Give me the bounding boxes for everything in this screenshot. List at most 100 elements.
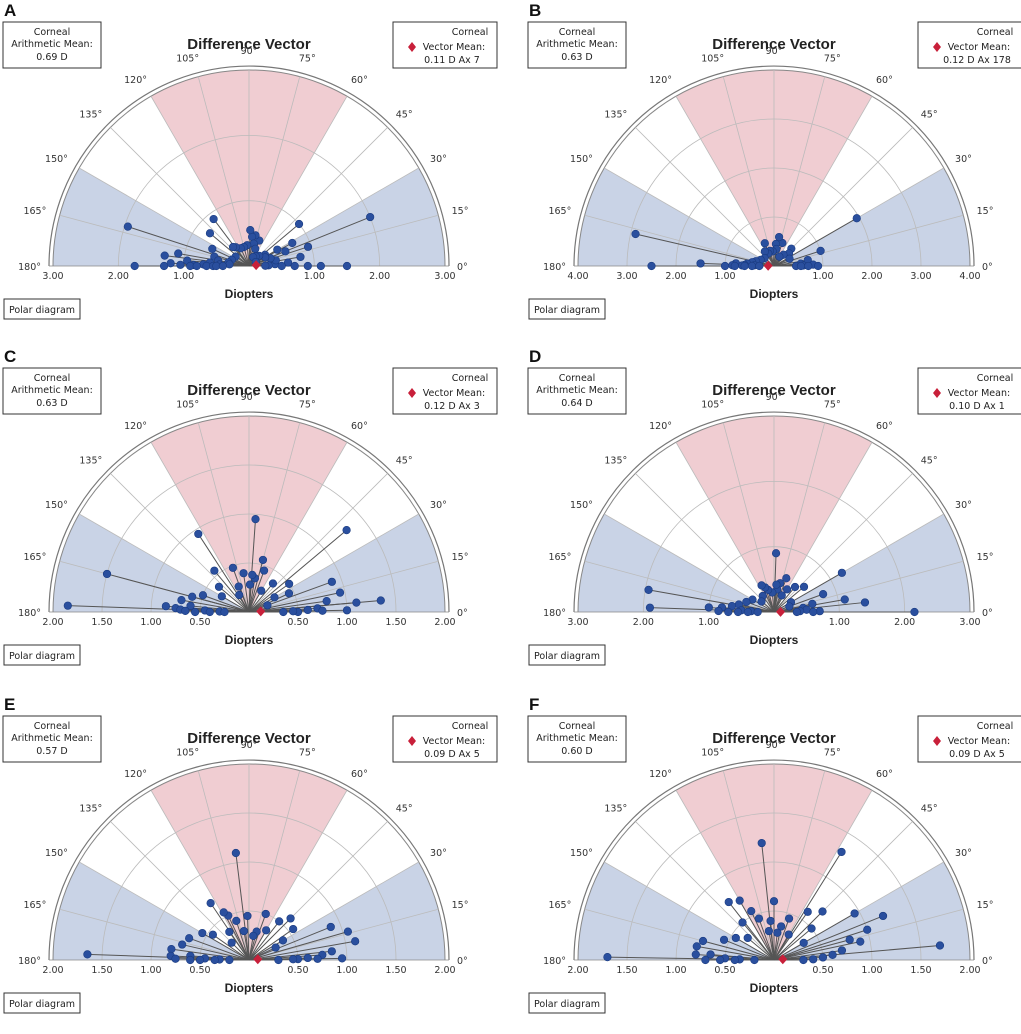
- vector-mean-subtitle: Vector Mean:: [948, 736, 1010, 747]
- data-point: [761, 239, 769, 247]
- angle-label: 135°: [79, 803, 102, 814]
- angle-label: 0°: [982, 262, 993, 273]
- x-tick-label: 4.00: [959, 271, 980, 282]
- polar-diagram-button[interactable]: Polar diagram: [4, 993, 80, 1013]
- data-point: [219, 262, 227, 270]
- data-point: [338, 955, 346, 963]
- angle-label: 165°: [548, 552, 571, 563]
- angle-label: 30°: [955, 848, 972, 859]
- polar-diagram-button[interactable]: Polar diagram: [529, 645, 605, 665]
- polar-chart-f: F0°15°30°45°60°75°90°105°120°135°150°165…: [525, 694, 1021, 1034]
- polar-diagram-button[interactable]: Polar diagram: [529, 993, 605, 1013]
- angle-label: 15°: [977, 552, 994, 563]
- vector-mean-subtitle: Vector Mean:: [423, 388, 485, 399]
- angle-label: 30°: [955, 500, 972, 511]
- data-point: [235, 591, 243, 599]
- angle-label: 165°: [23, 900, 46, 911]
- data-point: [319, 607, 327, 615]
- x-tick-label: 1.00: [173, 271, 194, 282]
- panel-label: E: [4, 695, 15, 714]
- data-point: [235, 583, 243, 591]
- panel-label: D: [529, 347, 541, 366]
- data-point: [278, 262, 286, 270]
- data-point: [856, 938, 864, 946]
- vector-mean-value: 0.12 D Ax 3: [424, 401, 480, 412]
- vector-mean-value: 0.10 D Ax 1: [949, 401, 1005, 412]
- data-point: [160, 262, 168, 270]
- data-point: [721, 262, 729, 270]
- data-point: [782, 574, 790, 582]
- data-point: [814, 262, 822, 270]
- arithmetic-mean-subtitle: Arithmetic Mean:: [11, 39, 93, 50]
- data-point: [304, 243, 312, 251]
- chart-title: Difference Vector: [712, 382, 836, 399]
- angle-label: 75°: [824, 53, 841, 64]
- data-point: [648, 262, 656, 270]
- data-point: [84, 951, 92, 959]
- data-point: [819, 954, 827, 962]
- data-point: [264, 601, 272, 609]
- chart-title: Difference Vector: [187, 382, 311, 399]
- x-tick-label: 1.00: [698, 617, 719, 628]
- data-point: [911, 608, 919, 616]
- data-point: [289, 955, 297, 963]
- data-point: [304, 262, 312, 270]
- x-tick-label: 3.00: [567, 617, 588, 628]
- angle-label: 60°: [876, 421, 893, 432]
- data-point: [697, 260, 705, 268]
- angle-label: 150°: [570, 154, 593, 165]
- arithmetic-mean-value: 0.60 D: [561, 746, 593, 757]
- data-point: [819, 590, 827, 598]
- data-point: [936, 942, 944, 950]
- data-point: [249, 932, 257, 940]
- angle-label: 60°: [876, 769, 893, 780]
- angle-label: 45°: [921, 803, 938, 814]
- data-point: [124, 223, 132, 231]
- data-point: [262, 910, 270, 918]
- data-point: [754, 608, 762, 616]
- data-point: [280, 608, 288, 616]
- arithmetic-mean-value: 0.69 D: [36, 52, 68, 63]
- arithmetic-mean-subtitle: Arithmetic Mean:: [11, 385, 93, 396]
- data-point: [731, 956, 739, 964]
- chart-title: Difference Vector: [712, 36, 836, 53]
- data-point: [767, 917, 775, 925]
- data-point: [275, 918, 283, 926]
- data-point: [161, 252, 169, 260]
- angle-label: 150°: [570, 500, 593, 511]
- angle-label: 135°: [604, 109, 627, 120]
- vector-mean-title: Corneal: [452, 27, 489, 38]
- data-point: [251, 245, 259, 253]
- polar-diagram-button[interactable]: Polar diagram: [529, 299, 605, 319]
- data-point: [272, 944, 280, 952]
- angle-label: 150°: [45, 500, 68, 511]
- vector-mean-value: 0.12 D Ax 178: [943, 55, 1011, 66]
- angle-label: 30°: [955, 154, 972, 165]
- data-point: [289, 607, 297, 615]
- data-point: [758, 582, 766, 590]
- x-tick-label: 3.00: [42, 271, 63, 282]
- angle-label: 165°: [23, 206, 46, 217]
- x-tick-label: 2.00: [42, 965, 63, 976]
- x-tick-label: 3.00: [959, 617, 980, 628]
- data-point: [853, 214, 861, 222]
- vector-mean-subtitle: Vector Mean:: [423, 42, 485, 53]
- data-point: [182, 607, 190, 615]
- data-point: [259, 556, 267, 564]
- data-point: [838, 569, 846, 577]
- angle-label: 0°: [457, 956, 468, 967]
- angle-label: 105°: [176, 747, 199, 758]
- polar-diagram-button[interactable]: Polar diagram: [4, 299, 80, 319]
- panel-label: B: [529, 1, 541, 20]
- angle-label: 180°: [18, 262, 41, 273]
- data-point: [724, 608, 732, 616]
- vector-mean-subtitle: Vector Mean:: [423, 736, 485, 747]
- data-point: [232, 849, 240, 857]
- data-point: [776, 253, 784, 261]
- polar-diagram-button[interactable]: Polar diagram: [4, 645, 80, 665]
- data-point: [275, 956, 283, 964]
- data-point: [756, 262, 764, 270]
- arithmetic-mean-title: Corneal: [559, 721, 596, 732]
- angle-label: 60°: [351, 421, 368, 432]
